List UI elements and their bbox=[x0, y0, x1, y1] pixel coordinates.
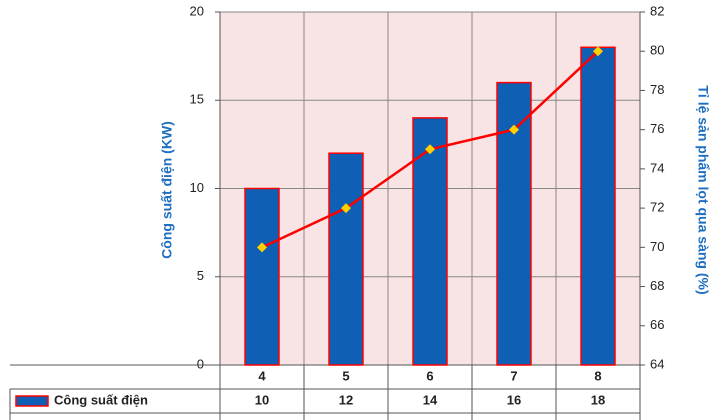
table-value: 10 bbox=[255, 392, 269, 407]
y2-tick-label: 68 bbox=[650, 278, 664, 293]
bar bbox=[328, 152, 364, 366]
marker bbox=[509, 124, 519, 135]
x-tick-label: 7 bbox=[510, 368, 517, 383]
y-tick-label: 20 bbox=[190, 3, 204, 18]
y2-tick-label: 78 bbox=[650, 82, 664, 97]
x-tick-label: 8 bbox=[594, 368, 601, 383]
y2-tick-label: 70 bbox=[650, 239, 664, 254]
x-tick-label: 6 bbox=[426, 368, 433, 383]
y2-axis-title: Tỉ lệ sản phẩm lọt qua sàng (%) bbox=[695, 85, 711, 294]
x-tick-label: 4 bbox=[258, 368, 266, 383]
y2-tick-label: 80 bbox=[650, 43, 664, 58]
y-tick-label: 15 bbox=[190, 92, 204, 107]
table-value: 14 bbox=[423, 392, 438, 407]
legend-label: Công suất điện bbox=[54, 392, 148, 407]
y-tick-label: 5 bbox=[197, 268, 204, 283]
marker bbox=[593, 46, 603, 57]
legend-key bbox=[15, 395, 49, 407]
y-axis-title: Công suất điện (KW) bbox=[159, 121, 175, 259]
table-value: 12 bbox=[339, 392, 353, 407]
y-tick-label: 10 bbox=[190, 180, 204, 195]
y2-tick-label: 72 bbox=[650, 200, 664, 215]
table-value: 18 bbox=[591, 392, 605, 407]
y2-tick-label: 64 bbox=[650, 356, 664, 371]
y2-tick-label: 76 bbox=[650, 121, 664, 136]
bar bbox=[412, 117, 448, 366]
y2-tick-label: 66 bbox=[650, 317, 664, 332]
table-value: 16 bbox=[507, 392, 521, 407]
marker bbox=[257, 242, 267, 253]
y2-tick-label: 74 bbox=[650, 160, 664, 175]
bar bbox=[580, 46, 616, 366]
x-tick-label: 5 bbox=[342, 368, 349, 383]
marker bbox=[425, 144, 435, 155]
marker bbox=[341, 203, 351, 214]
y2-tick-label: 82 bbox=[650, 3, 664, 18]
bar bbox=[244, 187, 280, 366]
y-tick-label: 0 bbox=[197, 356, 204, 371]
